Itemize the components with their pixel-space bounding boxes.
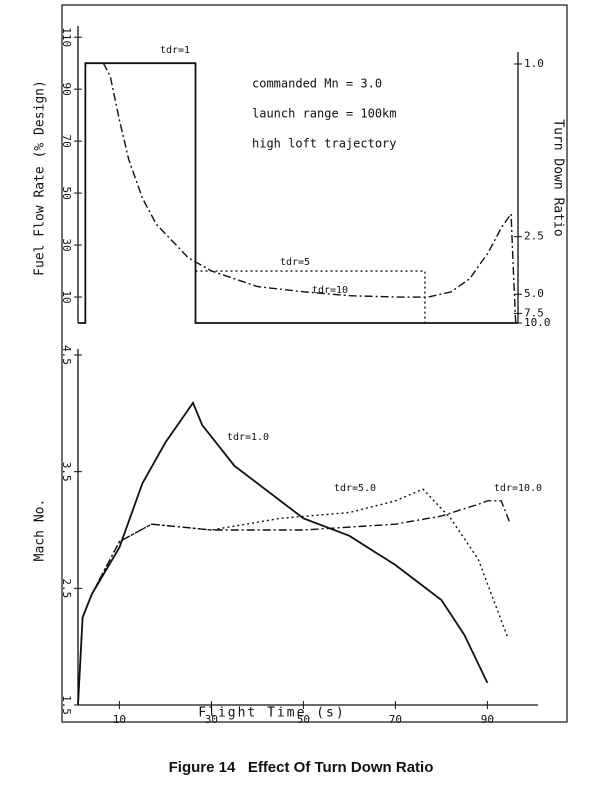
y-axis-label: Mach No. [33, 499, 48, 562]
line-series [77, 400, 489, 706]
x-tick-label: 10 [113, 713, 126, 726]
y-axis-label: Fuel Flow Rate (% Design) [33, 80, 48, 276]
x-axis-label: Flight Time (s) [198, 706, 345, 721]
y-tick-label: 4.5 [60, 345, 73, 365]
line-series [78, 62, 518, 324]
series-label: tdr=5 [280, 257, 310, 268]
x-tick-label: 50 [297, 713, 310, 726]
series-label: tdr=5.0 [334, 483, 376, 494]
y2-tick-label: 7.5 [524, 306, 544, 319]
y-tick-label: 3.5 [60, 462, 73, 482]
x-tick-label: 90 [481, 713, 494, 726]
y2-tick-label: 5.0 [524, 287, 544, 300]
line-series [195, 270, 426, 323]
annotation: high loft trajectory [252, 137, 397, 151]
y-tick-label: 1.5 [60, 695, 73, 715]
y2-axis-label: Turn Down Ratio [551, 119, 566, 236]
y2-tick-label: 1.0 [524, 57, 544, 70]
line-series [77, 500, 512, 706]
y-tick-label: 110 [60, 27, 73, 47]
x-tick-label: 70 [389, 713, 402, 726]
y-tick-label: 50 [60, 186, 73, 199]
line-series [77, 488, 509, 706]
series-label: tdr=10 [312, 285, 348, 296]
series-label: tdr=10.0 [494, 483, 542, 494]
caption: Figure 14 Effect Of Turn Down Ratio [169, 759, 434, 776]
annotation: launch range = 100km [252, 107, 397, 121]
y2-tick-label: 2.5 [524, 230, 544, 243]
y-tick-label: 90 [60, 83, 73, 96]
series-label: tdr=1 [160, 45, 190, 56]
x-tick-label: 30 [205, 713, 218, 726]
y2-tick-label: 10.0 [524, 316, 551, 329]
y-tick-label: 2.5 [60, 578, 73, 598]
figure-border [61, 4, 568, 723]
annotation: commanded Mn = 3.0 [252, 77, 382, 91]
y-tick-label: 10 [60, 290, 73, 303]
line-series [87, 62, 517, 324]
y-tick-label: 70 [60, 135, 73, 148]
series-label: tdr=1.0 [227, 432, 269, 443]
y-tick-label: 30 [60, 238, 73, 251]
